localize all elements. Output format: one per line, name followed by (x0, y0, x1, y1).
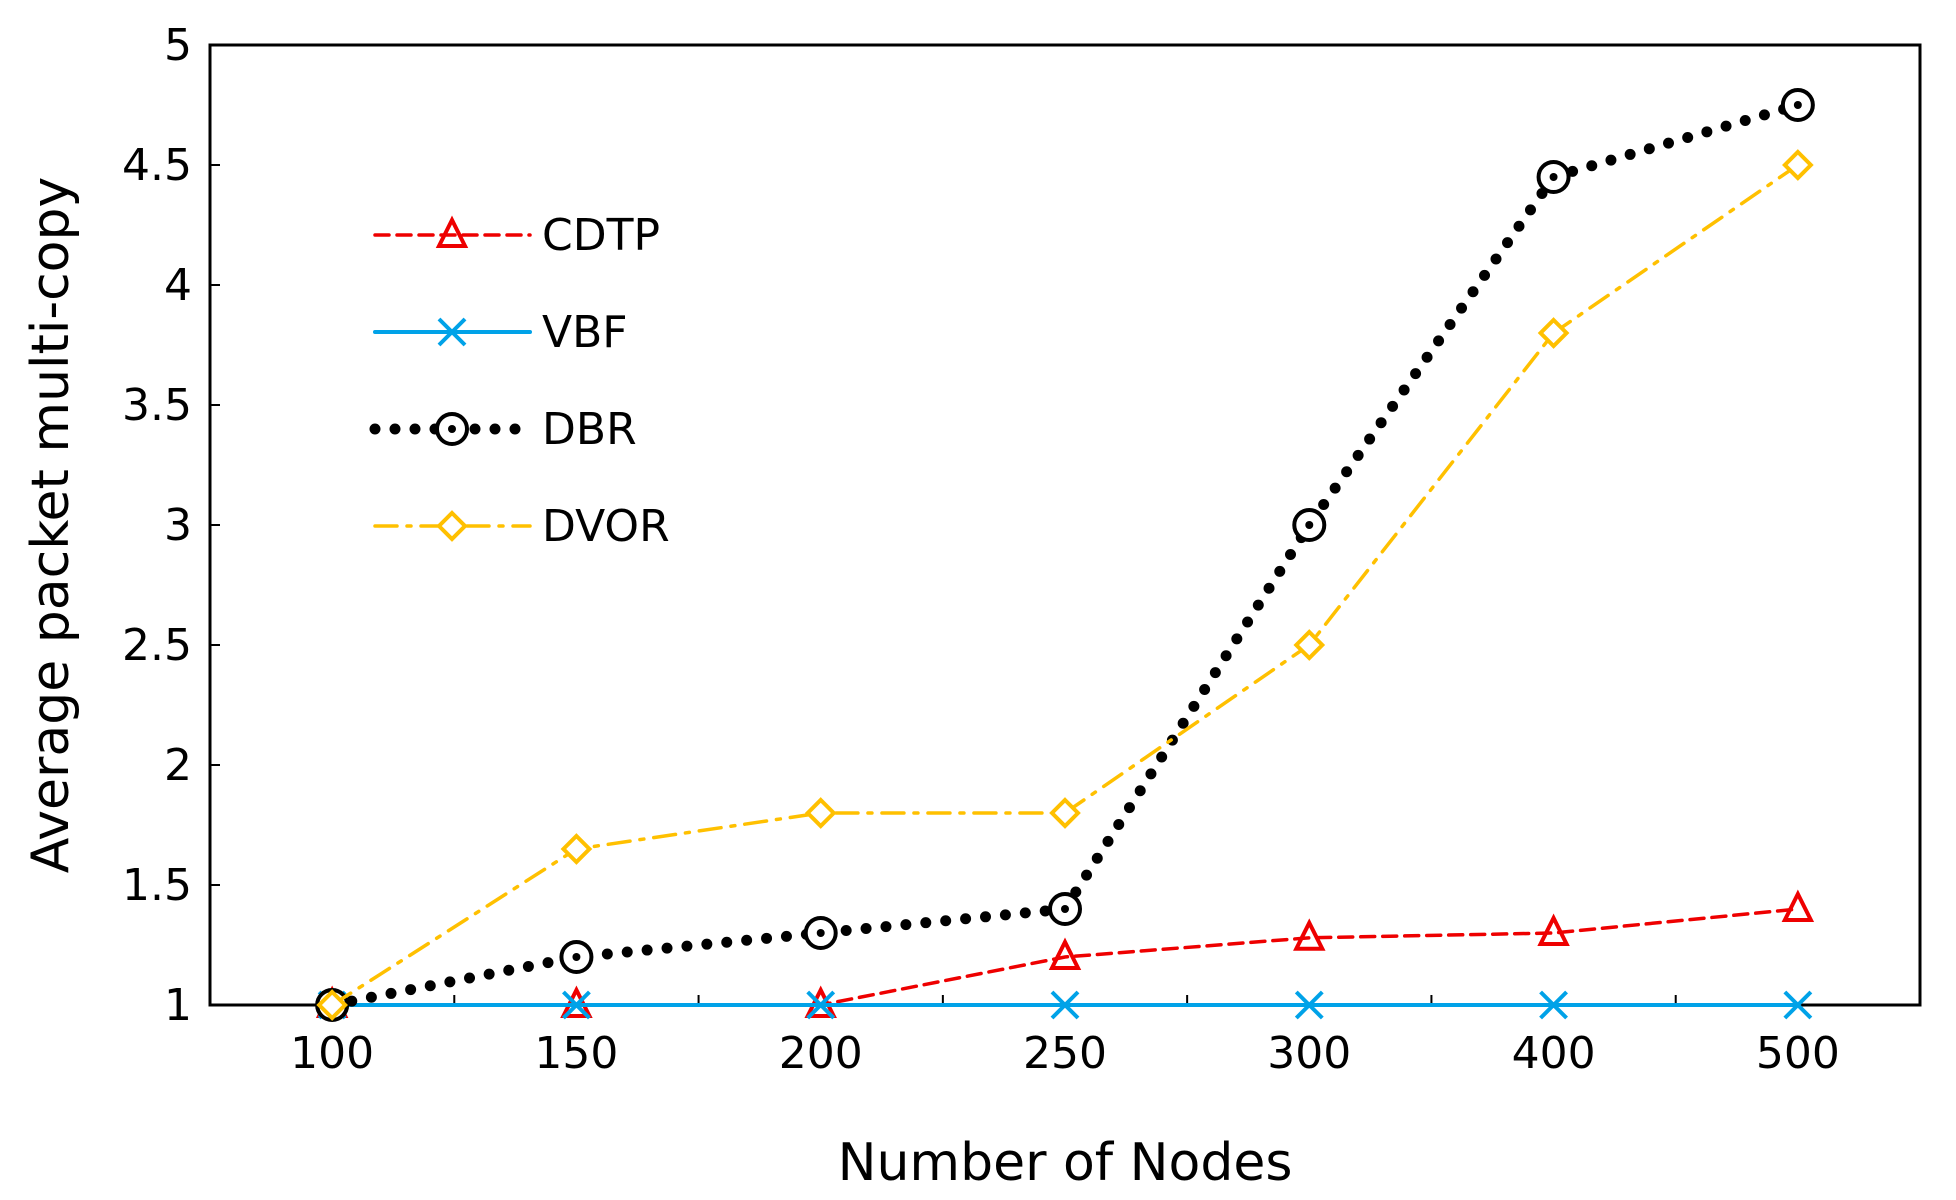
legend-marker (436, 510, 468, 542)
data-point-cdtp (1537, 913, 1570, 946)
x-tick-label: 250 (1023, 1028, 1107, 1079)
x-tick-label: 200 (779, 1028, 863, 1079)
data-point-dvor (804, 797, 837, 829)
marker-dot (1793, 101, 1802, 109)
data-point-dbr (803, 916, 838, 950)
y-tick-label: 4 (164, 260, 192, 311)
legend-label: DVOR (542, 501, 670, 552)
data-point-dvor (316, 989, 348, 1021)
marker-dot (572, 953, 581, 961)
marker-stroke (562, 990, 591, 1020)
series-vbf (317, 990, 1813, 1020)
x-tick-label: 300 (1267, 1028, 1351, 1079)
x-tick-label: 150 (534, 1028, 618, 1079)
legend-label: DBR (542, 404, 637, 455)
marker-dot (1305, 521, 1314, 529)
y-tick-label: 3 (164, 500, 192, 551)
data-point-dbr (1536, 160, 1571, 194)
y-tick-label: 1.5 (122, 860, 192, 911)
x-tick-label: 100 (290, 1028, 374, 1079)
y-tick-label: 1 (164, 980, 192, 1031)
data-point-dvor (560, 833, 593, 865)
data-point-cdtp (1048, 937, 1082, 970)
legend-item-dvor: DVOR (373, 501, 670, 552)
series-line-dvor (330, 163, 1800, 1007)
data-point-dvor (1782, 149, 1814, 181)
marker-dot (1549, 173, 1558, 181)
x-tick-label: 400 (1512, 1028, 1596, 1079)
data-point-cdtp (1781, 889, 1815, 922)
y-tick-label: 2.5 (122, 620, 192, 671)
marker-stroke (1539, 990, 1568, 1020)
series-dvor (316, 149, 1814, 1021)
y-axis-title: Average packet multi-copy (21, 177, 81, 874)
legend-marker (437, 317, 467, 347)
ticks-layer: 1 1.5 2 2.5 3 3.5 4 4.5 5 100 150 200 250 300 400 500 (122, 20, 1840, 1079)
y-tick-label: 2 (164, 740, 192, 791)
data-point-dvor (1293, 629, 1326, 661)
data-point-vbf (562, 990, 591, 1020)
data-point-vbf (1783, 990, 1813, 1020)
legend-marker (435, 412, 469, 446)
x-axis-title: Number of Nodes (838, 1133, 1293, 1193)
marker-dot (816, 929, 825, 937)
legend: CDTP VBF DBR DVOR (369, 210, 670, 552)
marker-stroke (437, 317, 467, 347)
marker-stroke (1783, 990, 1813, 1020)
y-tick-label: 5 (164, 20, 192, 71)
legend-label: VBF (542, 307, 628, 358)
x-tick-label: 500 (1756, 1028, 1840, 1079)
data-point-dbr (1292, 508, 1327, 542)
data-point-dbr (1780, 88, 1815, 122)
legend-item-vbf: VBF (373, 307, 628, 358)
legend-item-cdtp: CDTP (373, 210, 660, 261)
marker-stroke (1050, 990, 1080, 1020)
marker-dot (448, 425, 456, 433)
data-point-vbf (806, 990, 836, 1020)
data-point-dvor (1537, 317, 1570, 349)
data-point-dbr (1048, 892, 1082, 926)
legend-item-dbr: DBR (369, 404, 637, 455)
data-point-cdtp (1293, 918, 1326, 951)
legend-marker (435, 215, 469, 248)
data-point-vbf (1050, 990, 1080, 1020)
series-layer (315, 88, 1815, 1022)
data-point-dvor (1049, 797, 1081, 829)
marker-dot (1061, 905, 1069, 913)
y-tick-label: 3.5 (122, 380, 192, 431)
y-tick-label: 4.5 (122, 140, 192, 191)
marker-stroke (806, 990, 836, 1020)
marker-stroke (1294, 990, 1324, 1020)
data-point-dbr (559, 940, 594, 974)
data-point-vbf (1539, 990, 1568, 1020)
data-point-vbf (1294, 990, 1324, 1020)
legend-label: CDTP (542, 210, 660, 261)
